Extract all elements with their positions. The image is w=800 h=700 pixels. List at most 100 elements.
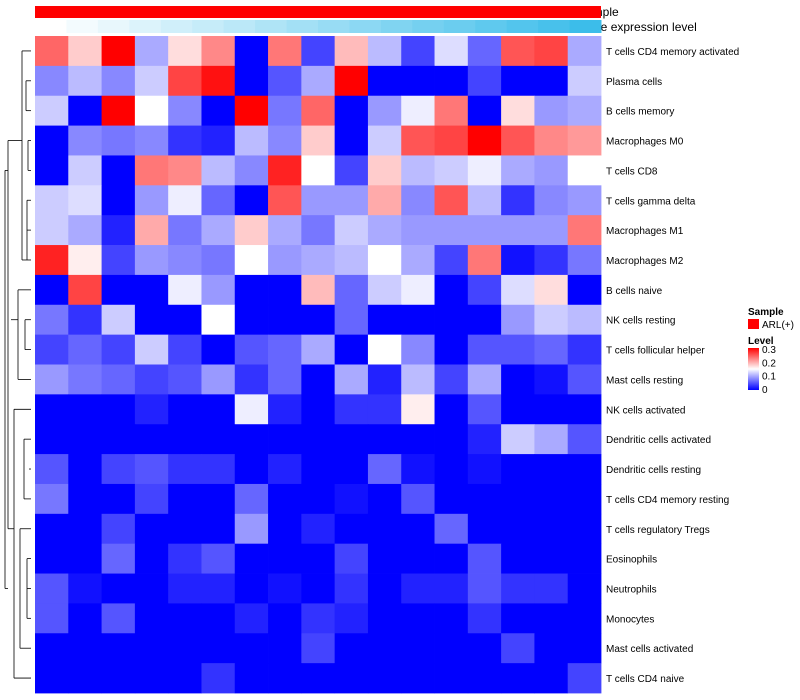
annotation-cell-gene-expression bbox=[506, 20, 539, 33]
heatmap-cell bbox=[201, 185, 236, 216]
heatmap-cell bbox=[467, 125, 502, 156]
heatmap-cell bbox=[35, 274, 69, 306]
heatmap-cell bbox=[35, 454, 69, 485]
heatmap-cell bbox=[567, 424, 602, 455]
heatmap-cell bbox=[501, 304, 535, 336]
heatmap-cell bbox=[68, 274, 102, 306]
heatmap-cell bbox=[101, 483, 136, 515]
legend-tick-label: 0.2 bbox=[762, 358, 776, 369]
row-label: B cells naive bbox=[606, 286, 663, 297]
heatmap-cell bbox=[134, 633, 169, 664]
heatmap-cell bbox=[68, 364, 102, 395]
heatmap-cell bbox=[434, 95, 469, 126]
heatmap-cell bbox=[567, 573, 602, 604]
heatmap-cell bbox=[401, 573, 435, 604]
legend-sample-title: Sample bbox=[748, 307, 784, 318]
heatmap-cell bbox=[234, 603, 269, 634]
heatmap-cell bbox=[467, 663, 502, 694]
heatmap-cell bbox=[201, 543, 236, 574]
heatmap-cells bbox=[35, 36, 602, 694]
heatmap-cell bbox=[134, 215, 169, 246]
heatmap-cell bbox=[101, 543, 136, 574]
heatmap-cell bbox=[467, 65, 502, 97]
row-label: Eosinophils bbox=[606, 555, 657, 566]
heatmap-cell bbox=[467, 334, 502, 365]
heatmap-cell bbox=[534, 364, 569, 395]
heatmap-cell bbox=[268, 36, 302, 67]
heatmap-cell bbox=[301, 304, 336, 336]
heatmap-cell bbox=[467, 394, 502, 425]
heatmap-cell bbox=[35, 334, 69, 365]
heatmap-cell bbox=[168, 394, 202, 425]
heatmap-cell bbox=[467, 573, 502, 604]
heatmap-cell bbox=[367, 95, 402, 126]
heatmap-cell bbox=[134, 424, 169, 455]
heatmap-cell bbox=[534, 603, 569, 634]
heatmap-cell bbox=[434, 364, 469, 395]
heatmap-cell bbox=[301, 95, 336, 126]
heatmap-cell bbox=[501, 603, 535, 634]
annotation-cell-gene-expression bbox=[286, 20, 319, 33]
heatmap-cell bbox=[501, 245, 535, 276]
heatmap-cell bbox=[401, 394, 435, 425]
heatmap-cell bbox=[334, 185, 369, 216]
heatmap-cell bbox=[134, 95, 169, 126]
heatmap-cell bbox=[567, 36, 602, 67]
heatmap-cell bbox=[434, 245, 469, 276]
row-label: NK cells resting bbox=[606, 316, 675, 327]
heatmap-cell bbox=[134, 36, 169, 67]
legend: Sample ARL(+) Level 0.3 0.2 0.1 0 bbox=[748, 307, 794, 396]
heatmap-cell bbox=[68, 304, 102, 336]
heatmap-cell bbox=[501, 394, 535, 425]
heatmap-cell bbox=[168, 663, 202, 694]
heatmap-cell bbox=[367, 274, 402, 306]
heatmap-cell bbox=[334, 603, 369, 634]
heatmap-cell bbox=[35, 125, 69, 156]
heatmap-cell bbox=[567, 245, 602, 276]
heatmap-cell bbox=[534, 95, 569, 126]
heatmap-cell bbox=[567, 454, 602, 485]
heatmap-cell bbox=[268, 454, 302, 485]
heatmap-cell bbox=[301, 155, 336, 186]
heatmap-cell bbox=[434, 215, 469, 246]
heatmap-cell bbox=[68, 603, 102, 634]
heatmap-cell bbox=[501, 155, 535, 186]
heatmap-cell bbox=[234, 245, 269, 276]
heatmap-cell bbox=[68, 95, 102, 126]
annotation-cell-gene-expression bbox=[129, 20, 162, 33]
heatmap-cell bbox=[68, 454, 102, 485]
heatmap-cell bbox=[567, 95, 602, 126]
heatmap-cell bbox=[101, 573, 136, 604]
heatmap-cell bbox=[101, 155, 136, 186]
heatmap-cell bbox=[567, 215, 602, 246]
heatmap-cell bbox=[168, 364, 202, 395]
heatmap-cell bbox=[434, 633, 469, 664]
heatmap-cell bbox=[567, 663, 602, 694]
heatmap-cell bbox=[434, 513, 469, 545]
heatmap-cell bbox=[534, 394, 569, 425]
annotation-cell-gene-expression bbox=[223, 20, 256, 33]
heatmap-cell bbox=[301, 603, 336, 634]
heatmap-cell bbox=[134, 603, 169, 634]
heatmap-cell bbox=[334, 155, 369, 186]
annotation-cell-gene-expression bbox=[380, 20, 413, 33]
heatmap-cell bbox=[35, 364, 69, 395]
row-label: NK cells activated bbox=[606, 405, 685, 416]
row-label: Monocytes bbox=[606, 614, 654, 625]
heatmap-cell bbox=[234, 125, 269, 156]
row-labels: T cells CD4 memory activated Plasma cells… bbox=[606, 47, 739, 685]
heatmap-cell bbox=[534, 65, 569, 97]
heatmap-cell bbox=[68, 424, 102, 455]
heatmap-cell bbox=[334, 304, 369, 336]
heatmap-cell bbox=[134, 483, 169, 515]
heatmap-cell bbox=[201, 663, 236, 694]
heatmap-cell bbox=[567, 603, 602, 634]
heatmap-cell bbox=[101, 513, 136, 545]
heatmap-cell bbox=[367, 543, 402, 574]
heatmap-cell bbox=[268, 65, 302, 97]
heatmap-cell bbox=[35, 543, 69, 574]
heatmap-cell bbox=[434, 543, 469, 574]
heatmap-cell bbox=[201, 274, 236, 306]
heatmap-cell bbox=[268, 513, 302, 545]
heatmap-cell bbox=[168, 633, 202, 664]
